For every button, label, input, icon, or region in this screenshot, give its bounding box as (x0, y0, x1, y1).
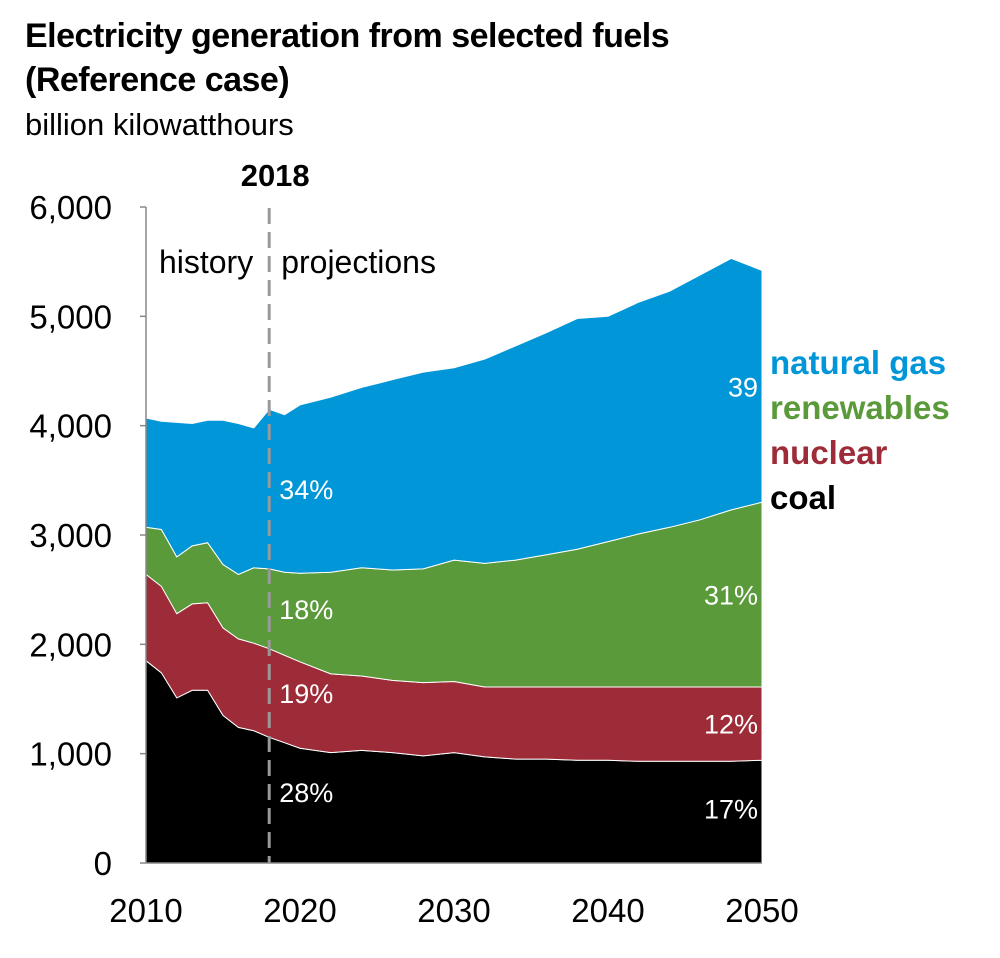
axes: 0 1,000 2,000 3,000 4,000 5,000 6,000 2010 2020 2… (29, 189, 798, 929)
area-natural-gas (145, 257, 763, 575)
legend-item-renewables: renewables (770, 389, 950, 426)
y-tick-label: 3,000 (29, 517, 112, 554)
legend-item-natural-gas: natural gas (770, 344, 946, 381)
legend-item-nuclear: nuclear (770, 434, 888, 471)
x-tick-label: 2040 (571, 892, 644, 929)
x-tick-label: 2050 (725, 892, 798, 929)
year-marker: 2018 history projections (159, 158, 436, 863)
marker-year-label: 2018 (241, 158, 310, 193)
legend: natural gas renewables nuclear coal (770, 344, 950, 516)
chart-title-line1: Electricity generation from selected fue… (25, 17, 670, 55)
y-tick-label: 2,000 (29, 626, 112, 663)
x-tick-label: 2020 (263, 892, 336, 929)
data-label-renewables: 18% (279, 595, 333, 625)
x-tick-label: 2010 (109, 892, 182, 929)
history-label: history (159, 244, 253, 280)
y-tick-label: 1,000 (29, 736, 112, 773)
data-labels: 28% 19% 18% 34% 17% 12% 31% 39 (279, 372, 758, 824)
data-label-natural-gas: 39 (728, 372, 758, 402)
x-tick-label: 2030 (417, 892, 490, 929)
data-label-nuclear: 12% (704, 710, 758, 740)
data-label-nuclear: 19% (279, 679, 333, 709)
y-tick-label: 0 (94, 845, 112, 882)
area-layer (145, 257, 763, 864)
projections-label: projections (281, 244, 436, 280)
y-tick-label: 6,000 (29, 189, 112, 226)
data-label-coal: 28% (279, 778, 333, 808)
unit-label: billion kilowatthours (25, 107, 294, 142)
legend-item-coal: coal (770, 479, 836, 516)
y-tick-label: 5,000 (29, 298, 112, 335)
data-label-coal: 17% (704, 794, 758, 824)
data-label-natural-gas: 34% (279, 475, 333, 505)
data-label-renewables: 31% (704, 581, 758, 611)
chart-title-line2: (Reference case) (25, 61, 290, 99)
y-tick-label: 4,000 (29, 408, 112, 445)
